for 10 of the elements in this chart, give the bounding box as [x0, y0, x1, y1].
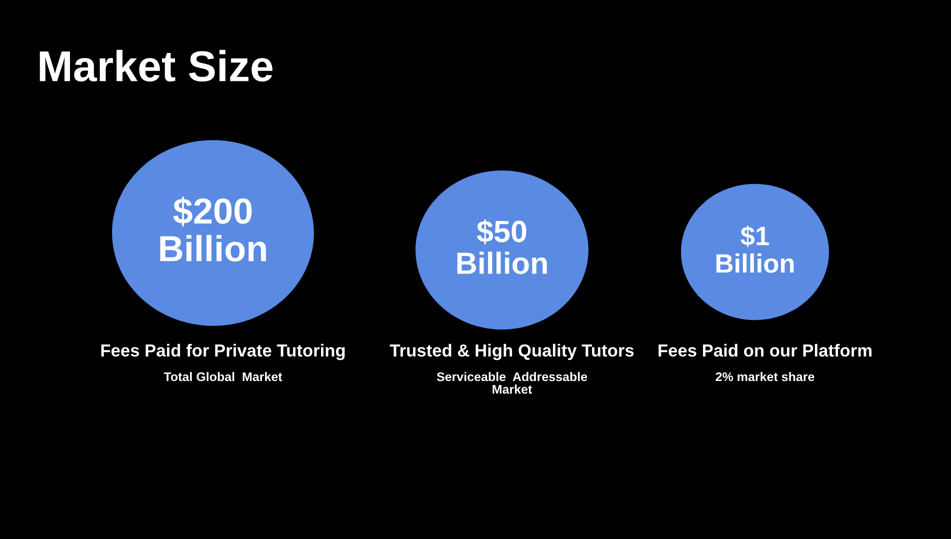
data-label: $1 Billion — [716, 226, 794, 273]
text: Total Global Market — [164, 372, 282, 382]
text: 2% market share — [716, 372, 814, 382]
data-label: $200 Billion — [160, 196, 266, 262]
category-label: Fees Paid for Private Tutoring — [101, 344, 345, 360]
text: Serviceable Addressable Market — [436, 372, 588, 394]
data-label: $50 Billion — [457, 219, 547, 274]
category-label: Fees Paid on our Platform — [658, 344, 872, 357]
text: Market Size — [40, 50, 272, 82]
category-label: Trusted & High Quality Tutors — [390, 344, 634, 360]
